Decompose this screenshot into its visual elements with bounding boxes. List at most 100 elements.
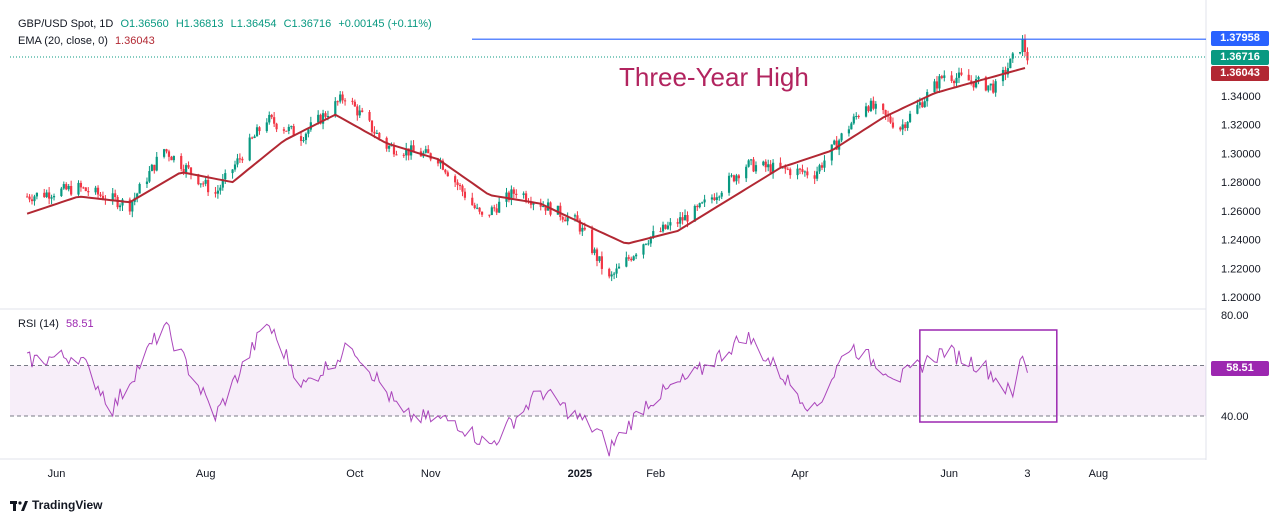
candle-body (405, 148, 408, 156)
candle-body (681, 217, 684, 221)
candle (282, 126, 286, 134)
candle (847, 125, 851, 137)
candle (307, 128, 310, 138)
candle-body (679, 217, 682, 224)
candle-body (507, 192, 511, 201)
tradingview-logo: TradingView (10, 498, 102, 512)
candle (480, 211, 484, 217)
candle-body (324, 113, 327, 117)
candle-body (82, 187, 85, 189)
candle-body (43, 192, 46, 198)
candle (994, 79, 997, 97)
candle (444, 168, 447, 175)
candle (79, 180, 83, 192)
candle (60, 186, 63, 197)
candle-body (857, 116, 860, 118)
candle (950, 71, 953, 83)
symbol-label: GBP/USD Spot, 1D (18, 18, 114, 30)
candle-body (407, 148, 410, 156)
candle (219, 184, 222, 195)
candle-body (321, 113, 325, 124)
candle-body (392, 145, 396, 155)
candle-body (693, 205, 696, 222)
candle-body (236, 158, 239, 165)
candle-body (583, 227, 586, 230)
candle-body (114, 193, 117, 197)
candle-body (644, 243, 648, 245)
candle (1019, 51, 1022, 55)
candle-body (813, 175, 816, 179)
candle (921, 98, 924, 108)
candle (116, 195, 119, 210)
candle-body (214, 192, 217, 194)
candle (867, 105, 870, 113)
candle-body (994, 81, 997, 93)
candle (779, 157, 782, 168)
candle-body (686, 215, 689, 222)
rsi-price-tag: 58.51 (1211, 361, 1269, 376)
time-tick-label: Nov (421, 468, 441, 480)
candle (356, 104, 359, 121)
candle-body (101, 195, 105, 200)
candle (904, 122, 907, 132)
candle-body (820, 165, 824, 168)
candle-body (752, 159, 755, 172)
candle-body (984, 77, 987, 91)
candle-body (578, 220, 581, 232)
candle (806, 167, 809, 179)
candle-body (62, 184, 65, 189)
candle (488, 214, 491, 218)
candle-body (669, 222, 672, 226)
rsi-value: 58.51 (66, 318, 94, 330)
candle (732, 174, 736, 183)
candle-body (370, 120, 374, 132)
candle-body (532, 202, 535, 205)
ema-value: 1.36043 (114, 35, 155, 47)
close-value: C1.36716 (283, 18, 332, 30)
candle (899, 126, 902, 132)
candle (96, 185, 100, 200)
candle-body (495, 208, 498, 213)
candle-body (510, 189, 513, 201)
candle-body (1001, 69, 1005, 82)
candle (199, 183, 202, 188)
rsi-tick-label: 80.00 (1221, 310, 1249, 322)
candle (615, 263, 618, 278)
ema-label: EMA (20, close, 0) (18, 35, 108, 47)
candle (833, 139, 836, 146)
candle-body (402, 154, 405, 156)
candle-body (131, 201, 134, 212)
candle (764, 159, 767, 172)
candle (681, 212, 684, 225)
candle-body (275, 123, 278, 130)
candle-body (172, 155, 175, 161)
candle (561, 215, 564, 223)
rsi-highlight-box (919, 329, 1058, 423)
candle-body (683, 215, 687, 221)
candle-body (1026, 51, 1029, 61)
candle (823, 155, 826, 172)
candle-body (165, 149, 168, 152)
candle-body (67, 186, 70, 190)
candle (992, 79, 995, 94)
candle (48, 187, 51, 205)
candle-body (304, 133, 308, 141)
candle-body (701, 202, 704, 204)
candle (285, 130, 288, 132)
time-tick-label: 3 (1024, 468, 1030, 480)
candle (162, 148, 166, 159)
candle-body (916, 105, 919, 114)
candle-body (84, 187, 87, 191)
candle-body (882, 103, 885, 111)
candle (30, 194, 34, 205)
candle (676, 218, 679, 227)
candle-body (1021, 39, 1024, 53)
candle (180, 153, 183, 172)
candle (933, 78, 936, 93)
candle-body (353, 101, 356, 107)
candle (155, 152, 158, 172)
candle-body (803, 171, 806, 173)
candle-body (488, 214, 491, 216)
candle-body (754, 165, 758, 172)
